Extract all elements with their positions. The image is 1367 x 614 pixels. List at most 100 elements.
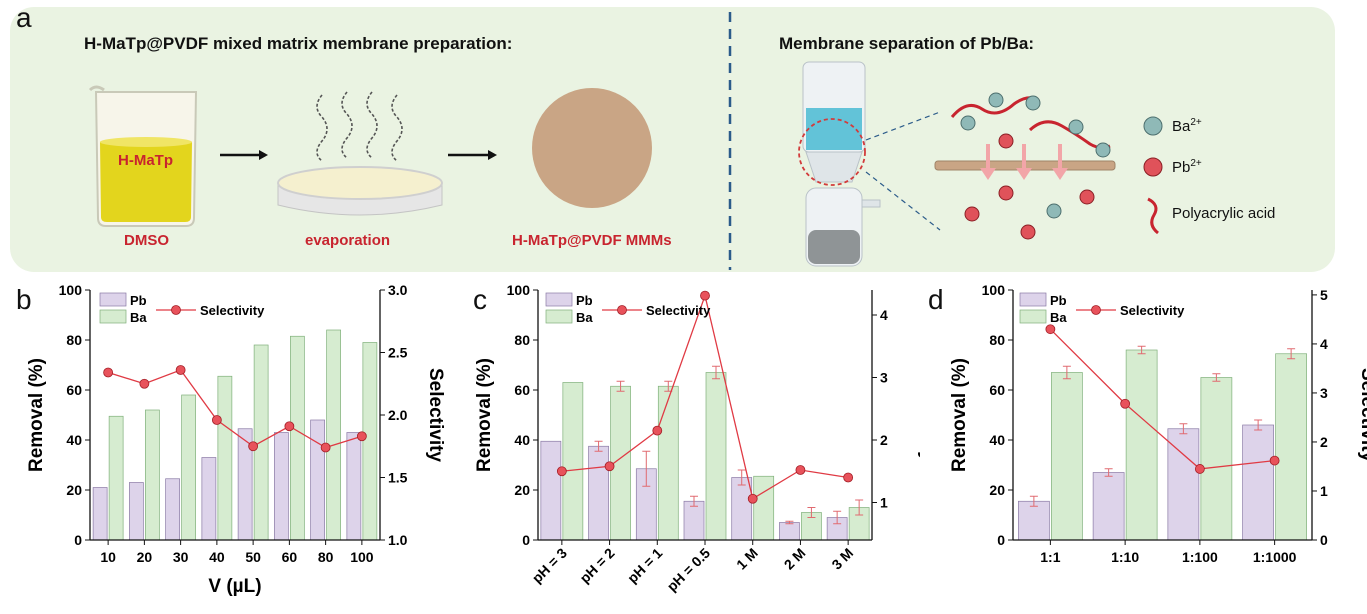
selectivity-point <box>320 442 331 453</box>
bar-pb <box>274 432 289 541</box>
bar-pb <box>129 482 144 541</box>
bar-pb <box>1018 500 1050 541</box>
y-tick-label: 60 <box>514 382 530 398</box>
selectivity-point <box>1045 324 1056 335</box>
legend-label-ba: Ba <box>1050 310 1067 325</box>
y-axis-title: Removal (%) <box>474 358 495 472</box>
step-mmm-label: H-MaTp@PVDF MMMs <box>512 232 672 249</box>
y-tick-label: 60 <box>989 382 1005 398</box>
vapor-lines-icon <box>316 91 403 162</box>
bar-ba <box>1200 377 1233 541</box>
selectivity-point <box>356 431 367 442</box>
bar-pb <box>1167 428 1200 541</box>
legend-label-selectivity: Selectivity <box>646 303 711 318</box>
x-tick-label: pH = 2 <box>576 545 617 586</box>
y2-tick-label: 5 <box>1320 287 1328 303</box>
x-tick-label: pH = 1 <box>624 545 665 586</box>
y2-tick-label: 0 <box>1320 532 1328 548</box>
polymer-chain-icon <box>1147 197 1159 235</box>
x-tick-label: 3 M <box>828 545 856 573</box>
legend-label-pb: Pb <box>1050 293 1067 308</box>
selectivity-point <box>1120 398 1131 409</box>
y-axis-title: Removal (%) <box>26 358 47 472</box>
x-tick-label: 40 <box>209 549 225 565</box>
selectivity-point <box>211 415 222 425</box>
bar-ba <box>217 375 233 541</box>
legend-marker-selectivity <box>617 305 627 315</box>
beaker-icon <box>88 85 198 227</box>
bar-ba <box>562 382 584 541</box>
y-tick-label: 0 <box>74 532 82 548</box>
x-tick-label: 60 <box>282 549 298 565</box>
selectivity-point <box>556 466 567 477</box>
y2-tick-label: 2 <box>1320 434 1328 450</box>
bar-pb <box>201 457 217 541</box>
y-tick-label: 80 <box>514 332 530 348</box>
x-axis-title: V (µL) <box>208 576 261 597</box>
selectivity-point <box>103 367 114 378</box>
y-tick-label: 40 <box>514 432 530 448</box>
y2-tick-label: 4 <box>1320 336 1328 352</box>
legend-swatch-pb <box>1019 292 1047 307</box>
chart-c: 0 20 40 60 80 100 1 2 3 4 pH = 3 pH = 2 pH = 1pH = 0… <box>474 282 920 594</box>
bar-ba <box>1125 349 1158 541</box>
selectivity-point <box>1269 455 1280 466</box>
legend-label-selectivity: Selectivity <box>1120 303 1185 318</box>
y2-axis-title: Selectivity <box>917 368 920 462</box>
y2-tick-label: 3 <box>1320 385 1328 401</box>
selectivity-point <box>795 465 806 475</box>
bar-ba <box>657 385 679 541</box>
y-tick-label: 0 <box>997 532 1005 548</box>
y2-tick-label: 1.5 <box>388 470 408 486</box>
separation-scene <box>934 92 1116 240</box>
selectivity-point <box>139 378 150 389</box>
legend-marker-selectivity <box>171 305 181 315</box>
selectivity-point <box>1194 464 1205 474</box>
ba-ion-icon <box>1143 116 1163 136</box>
x-tick-label: 1:100 <box>1182 549 1218 565</box>
legend-label-pb: Pb <box>130 293 147 308</box>
bar-ba <box>1275 353 1307 541</box>
y2-tick-label: 1 <box>880 495 888 511</box>
selectivity-point <box>747 493 758 504</box>
petri-dish-icon <box>277 166 443 216</box>
y2-tick-label: 1 <box>1320 483 1328 499</box>
x-tick-label: 1:1 <box>1040 549 1060 565</box>
arrow-icon <box>220 150 268 160</box>
legend-paa-label: Polyacrylic acid <box>1172 205 1276 222</box>
legend-label-ba: Ba <box>130 310 147 325</box>
y-tick-label: 40 <box>989 432 1005 448</box>
zoom-line <box>865 111 941 141</box>
x-tick-label: 100 <box>350 549 374 565</box>
bar-pb <box>92 487 108 541</box>
y-tick-label: 100 <box>982 282 1006 298</box>
y-tick-label: 100 <box>507 282 531 298</box>
x-tick-label: 10 <box>100 549 116 565</box>
selectivity-point <box>175 365 186 375</box>
selectivity-point <box>604 461 615 472</box>
selectivity-point <box>843 472 854 483</box>
panel-letter-d: d <box>928 284 944 315</box>
y-tick-label: 20 <box>66 482 82 498</box>
legend-label-selectivity: Selectivity <box>200 303 265 318</box>
x-tick-label: 1 M <box>733 545 761 573</box>
y-tick-label: 80 <box>989 332 1005 348</box>
y2-axis-title: Selectivity <box>1357 368 1367 462</box>
selectivity-line <box>1049 328 1275 470</box>
panel-a-left-title: H-MaTp@PVDF mixed matrix membrane prepar… <box>84 34 513 53</box>
y-tick-label: 40 <box>66 432 82 448</box>
membrane-disc-icon <box>532 88 652 208</box>
x-tick-label: 80 <box>318 549 334 565</box>
x-tick-label: 30 <box>173 549 189 565</box>
y-axis-title: Removal (%) <box>949 358 970 472</box>
y2-tick-label: 2 <box>880 432 888 448</box>
legend-pb-label: Pb2+ <box>1172 158 1202 176</box>
chart-b: 0 20 40 60 80 100 1.0 1.5 2.0 2.5 3.0 10 20 30 40 50 60 8… <box>26 282 446 597</box>
zoom-circle-icon <box>798 118 866 186</box>
x-tick-label: pH = 3 <box>529 545 570 586</box>
panel-letter-b: b <box>16 284 32 315</box>
bar-ba <box>362 342 378 541</box>
selectivity-point <box>700 290 710 301</box>
bar-pb <box>588 445 609 541</box>
